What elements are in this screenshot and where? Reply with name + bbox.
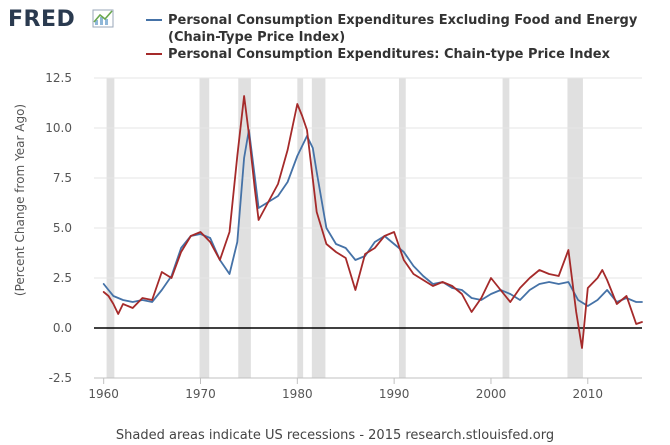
fred-logo[interactable]: FRED: [8, 7, 114, 32]
plot-area: [94, 77, 643, 379]
y-tick-labels: -2.5 0.0 2.5 5.0 7.5 10.0 12.5: [45, 71, 72, 385]
x-tick-label: 2000: [476, 387, 507, 401]
legend-label-core-pce: Personal Consumption Expenditures Exclud…: [168, 13, 638, 28]
y-tick-label: 10.0: [45, 121, 72, 135]
series-line-pce: [102, 95, 643, 349]
legend-label-core-pce-line2: (Chain-Type Price Index): [168, 30, 345, 45]
x-tick-label: 1960: [88, 387, 119, 401]
series-lines: [102, 95, 643, 349]
y-tick-label: 12.5: [45, 71, 72, 85]
y-axis-title: (Percent Change from Year Ago): [13, 104, 27, 296]
y-tick-label: 7.5: [53, 171, 72, 185]
legend-item-pce[interactable]: Personal Consumption Expenditures: Chain…: [146, 47, 611, 62]
y-tick-label: 2.5: [53, 271, 72, 285]
y-tick-label: -2.5: [49, 371, 72, 385]
x-tick-marks: [103, 378, 589, 384]
x-tick-labels: 1960 1970 1980 1990 2000 2010: [88, 387, 603, 401]
y-tick-label: 5.0: [53, 221, 72, 235]
x-tick-label: 1990: [379, 387, 410, 401]
x-tick-label: 2010: [573, 387, 604, 401]
x-tick-label: 1980: [282, 387, 313, 401]
footer-note: Shaded areas indicate US recessions - 20…: [116, 428, 554, 443]
legend: Personal Consumption Expenditures Exclud…: [146, 13, 638, 62]
legend-item-core-pce[interactable]: Personal Consumption Expenditures Exclud…: [146, 13, 638, 45]
fred-logo-text: FRED: [8, 7, 75, 32]
legend-label-pce: Personal Consumption Expenditures: Chain…: [168, 47, 611, 62]
chart-logo-icon: [92, 9, 114, 28]
x-tick-label: 1970: [185, 387, 216, 401]
y-tick-label: 0.0: [53, 321, 72, 335]
